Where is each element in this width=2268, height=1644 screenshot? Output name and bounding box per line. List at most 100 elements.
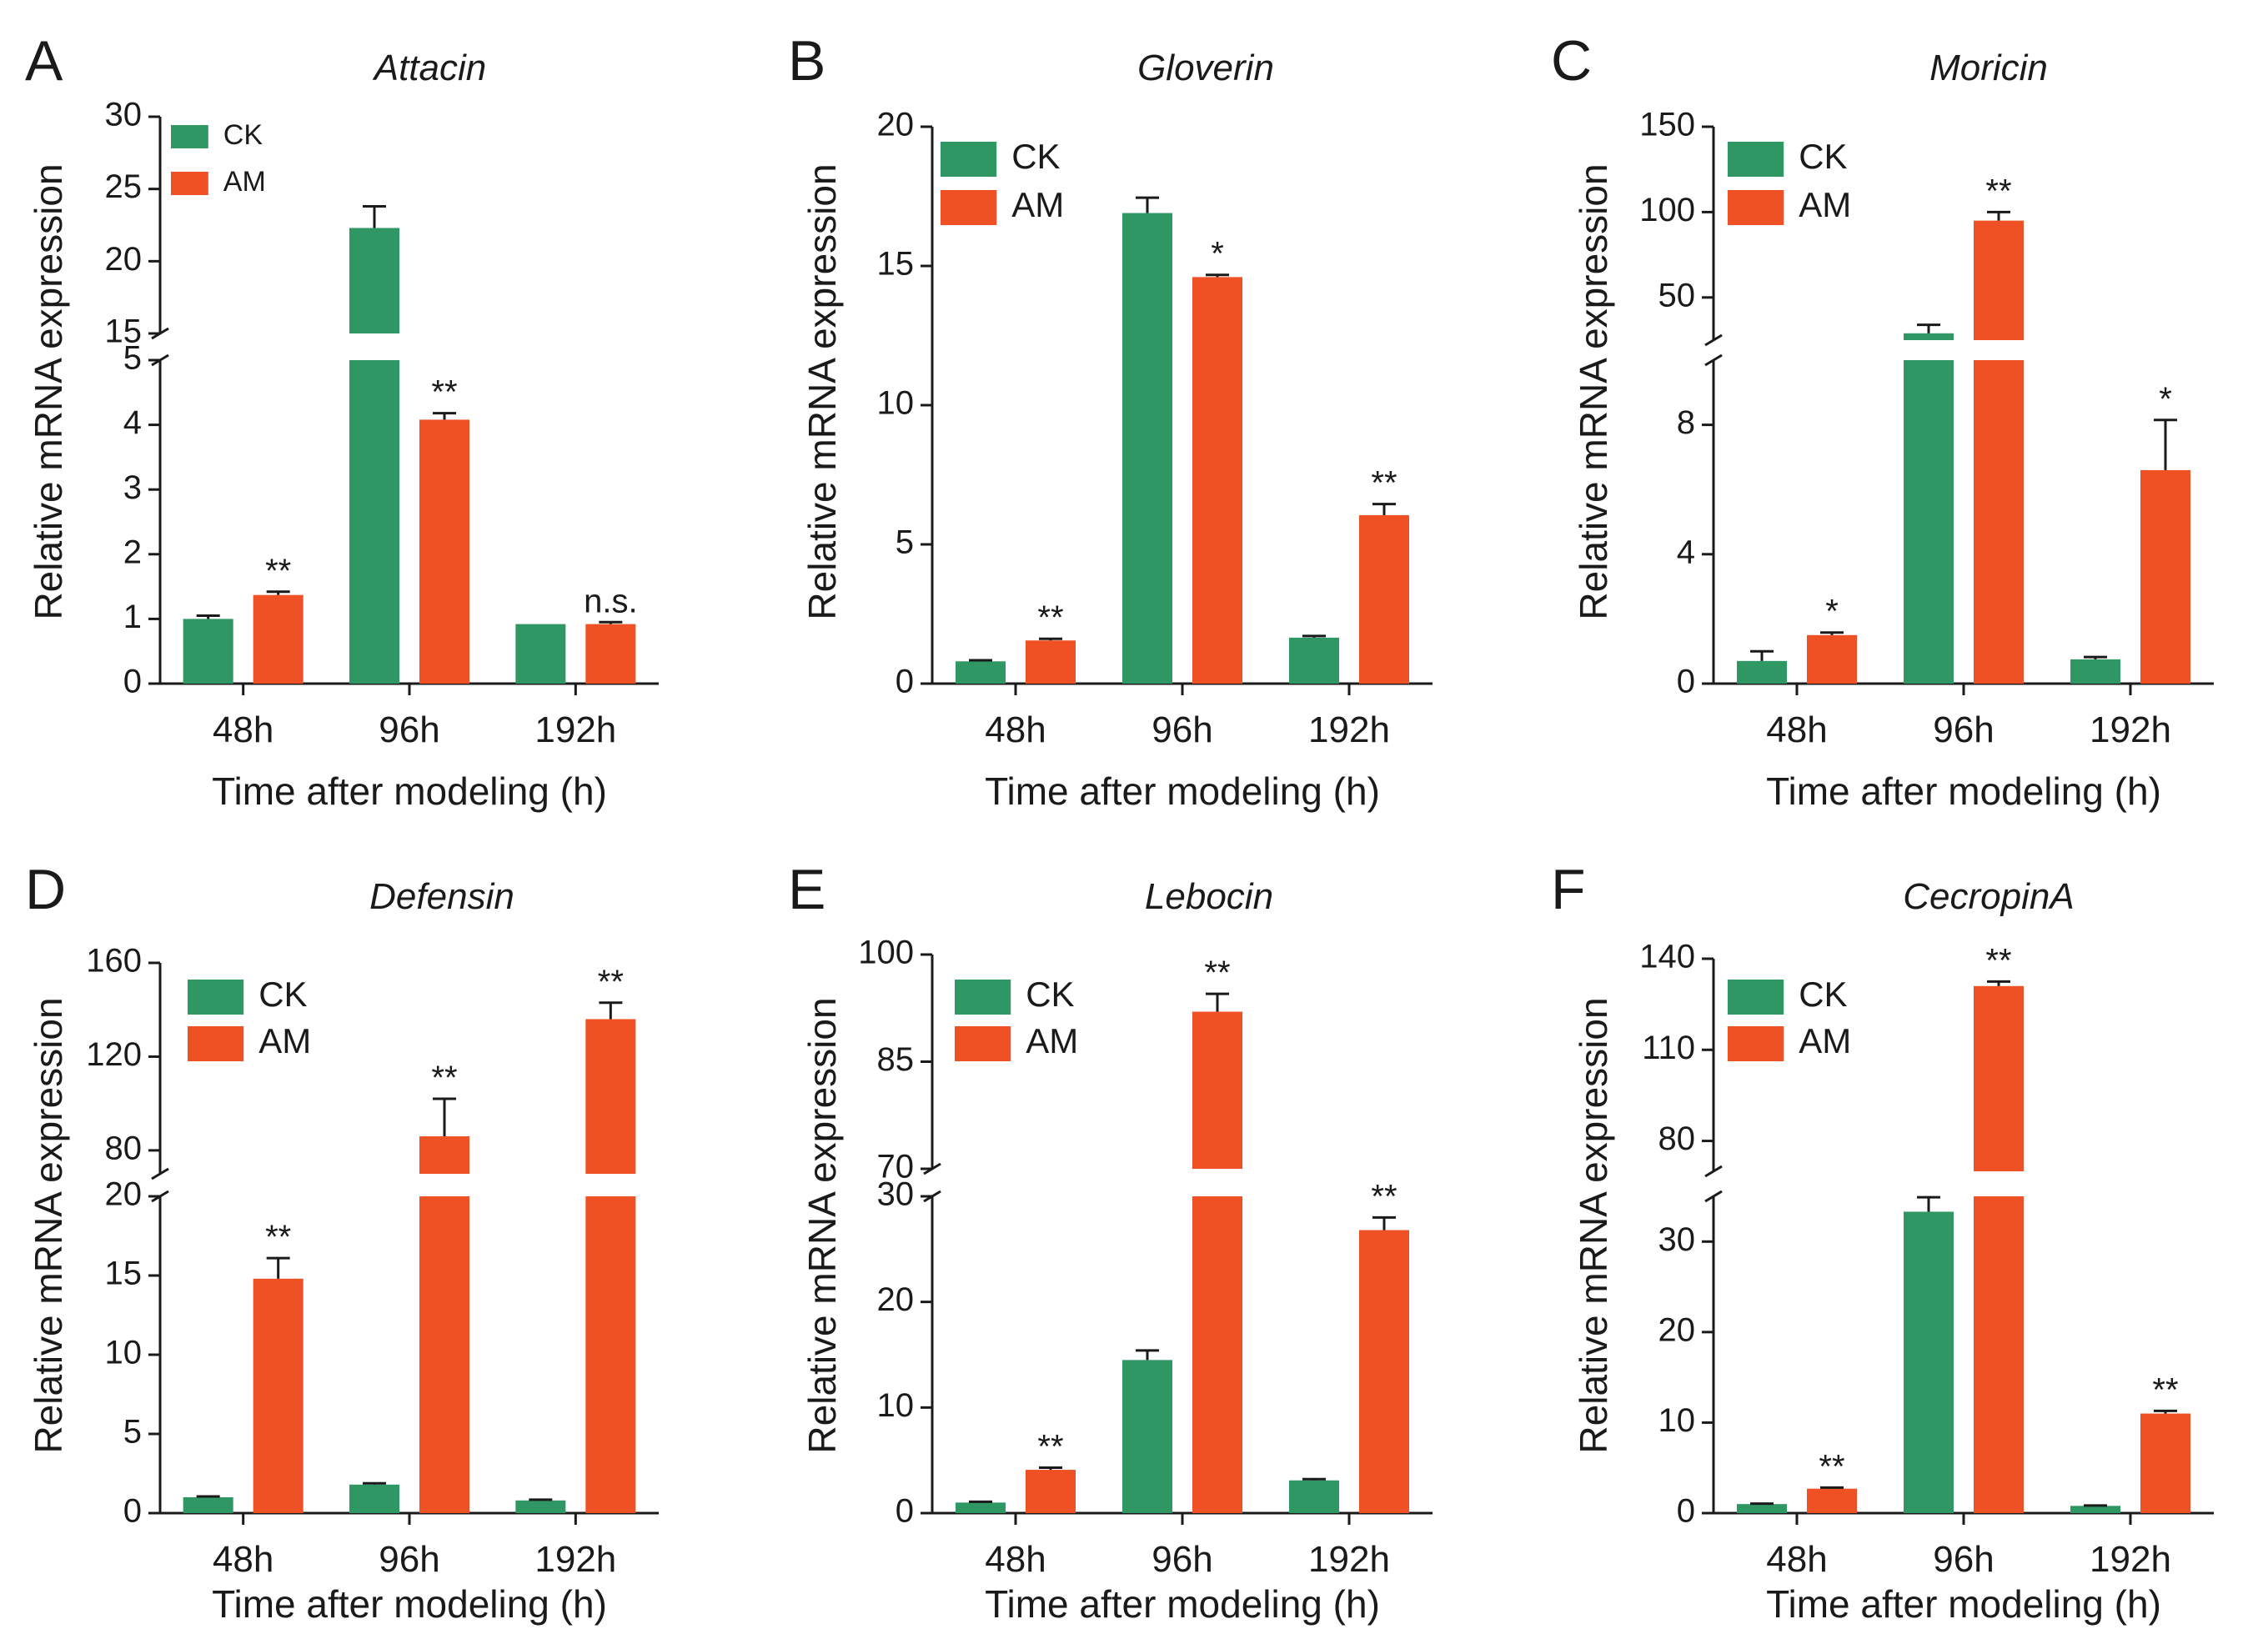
y-tick-label: 20: [105, 241, 143, 278]
bar-ck-192h: [2070, 659, 2120, 684]
bar-segment-lower: [585, 1196, 636, 1513]
significance-label: n.s.: [584, 583, 637, 619]
legend-swatch-ck: [188, 980, 244, 1015]
x-tick-label: 48h: [213, 709, 273, 750]
bar-am-48h: [1807, 1488, 1857, 1513]
y-tick-label: 4: [123, 404, 142, 441]
bar-am-96h: [1192, 277, 1242, 684]
bar-ck-96h: [1904, 1211, 1954, 1513]
bar-ck-96h: [1122, 213, 1172, 684]
legend-label-am: AM: [1799, 1021, 1851, 1060]
y-tick-label: 120: [86, 1036, 142, 1073]
bar-am-96h: [419, 1136, 469, 1513]
y-tick-label: 3: [123, 469, 142, 506]
axis-break-mark: [1704, 353, 1723, 367]
significance-label: **: [1985, 173, 2011, 209]
bar-am-192h: [585, 1019, 636, 1513]
chart-panel-b: B Gloverin Relative mRNA expression 0 5 10 15 2…: [788, 29, 1433, 813]
legend-swatch-am: [1728, 1026, 1784, 1061]
bar-am-96h: [419, 419, 469, 684]
bar-segment-lower: [1904, 360, 1954, 684]
bar-am-96h: [1974, 985, 2024, 1513]
significance-label: **: [1819, 1448, 1844, 1485]
significance-label: **: [598, 964, 624, 1000]
y-tick-label: 0: [123, 1493, 142, 1530]
chart-panel-a: A Attacin Relative mRNA expression 0 1 2 3 4 515…: [25, 29, 659, 813]
y-tick-label: 0: [896, 664, 914, 700]
bar-segment-upper: [1974, 985, 2024, 1171]
panel-letter: F: [1551, 858, 1586, 921]
axis-break-mark: [1704, 333, 1723, 347]
significance-label: **: [431, 1060, 457, 1096]
legend-swatch-am: [171, 172, 208, 195]
y-tick-label: 10: [877, 385, 915, 422]
x-tick-label: 192h: [1308, 709, 1390, 750]
bar-ck-192h: [515, 1500, 566, 1513]
y-axis-title: Relative mRNA expression: [800, 163, 844, 619]
bar-segment-lower: [349, 360, 399, 684]
x-tick-label: 48h: [213, 1539, 273, 1580]
bar-ck-48h: [1737, 1504, 1787, 1513]
significance-label: **: [1371, 465, 1397, 502]
significance-label: **: [431, 374, 457, 411]
legend-label-ck: CK: [1799, 137, 1847, 176]
legend-swatch-am: [188, 1026, 244, 1061]
y-tick-label: 80: [105, 1130, 143, 1166]
y-axis-title: Relative mRNA expression: [27, 997, 70, 1453]
panel-letter: A: [25, 29, 63, 93]
significance-label: **: [1037, 599, 1063, 636]
panel-letter: B: [788, 29, 825, 93]
x-tick-label: 192h: [2090, 1539, 2171, 1580]
y-tick-label: 2: [123, 534, 142, 570]
x-tick-label: 96h: [1152, 709, 1212, 750]
x-axis-title: Time after modeling (h): [985, 769, 1380, 813]
bar-ck-96h: [1904, 333, 1954, 684]
y-tick-label: 4: [1677, 534, 1695, 570]
legend-swatch-ck: [1728, 980, 1784, 1015]
legend-label-ck: CK: [223, 119, 263, 151]
y-tick-label: 8: [1677, 404, 1695, 441]
y-tick-label: 30: [105, 97, 143, 133]
x-tick-label: 192h: [534, 709, 616, 750]
bar-segment-lower: [1974, 360, 2024, 684]
y-tick-label: 140: [1639, 939, 1695, 975]
y-tick-label: 0: [896, 1493, 914, 1530]
x-tick-label: 48h: [1766, 709, 1827, 750]
bar-am-192h: [1359, 514, 1409, 684]
bar-ck-192h: [515, 624, 566, 684]
y-tick-label: 160: [86, 943, 142, 980]
y-tick-label: 30: [877, 1176, 915, 1213]
x-axis-title: Time after modeling (h): [985, 1582, 1380, 1626]
y-tick-label: 10: [877, 1387, 915, 1424]
x-axis-title: Time after modeling (h): [212, 769, 607, 813]
bar-am-96h: [1192, 1011, 1242, 1513]
panel-letter: D: [25, 858, 66, 921]
chart-title: Moricin: [1929, 48, 2048, 88]
significance-label: **: [1985, 942, 2011, 979]
legend-label-am: AM: [1011, 185, 1064, 224]
bar-ck-48h: [183, 619, 233, 684]
legend-swatch-ck: [941, 142, 997, 177]
chart-title: Gloverin: [1137, 48, 1274, 88]
y-axis-title: Relative mRNA expression: [800, 997, 844, 1453]
y-tick-label: 10: [105, 1335, 143, 1371]
y-tick-label: 70: [877, 1149, 915, 1185]
y-tick-label: 150: [1639, 107, 1695, 143]
bar-ck-192h: [2070, 1506, 2120, 1513]
x-tick-label: 96h: [1152, 1539, 1212, 1580]
y-tick-label: 15: [105, 313, 143, 350]
bar-am-48h: [1026, 640, 1076, 684]
legend-label-am: AM: [1026, 1021, 1078, 1060]
y-tick-label: 0: [1677, 1493, 1695, 1530]
significance-label: **: [1037, 1429, 1063, 1466]
y-tick-label: 85: [877, 1041, 915, 1078]
axis-break-mark: [1704, 1165, 1723, 1178]
legend-label-ck: CK: [1011, 137, 1060, 176]
x-axis-title: Time after modeling (h): [212, 1582, 607, 1626]
y-tick-label: 5: [896, 524, 914, 561]
x-tick-label: 96h: [379, 709, 439, 750]
y-tick-label: 15: [105, 1256, 143, 1292]
y-axis-title: Relative mRNA expression: [1572, 997, 1615, 1453]
y-tick-label: 25: [105, 168, 143, 205]
